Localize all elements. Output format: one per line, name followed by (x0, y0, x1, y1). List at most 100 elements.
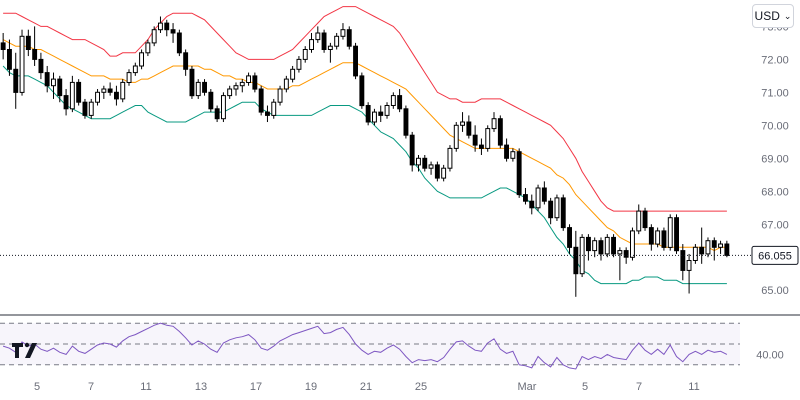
candle (88, 98, 94, 119)
candle (711, 237, 717, 261)
candle (145, 39, 151, 57)
candle (151, 26, 157, 47)
current-price-tag: 66.055 (751, 245, 799, 265)
candle (7, 39, 12, 76)
candle-body (158, 22, 163, 31)
candle (390, 92, 396, 109)
candle-body (711, 240, 717, 248)
candle-body (535, 187, 541, 209)
candle-body (648, 227, 654, 245)
candle-body (277, 88, 283, 103)
price-tick-label: 67.00 (761, 219, 789, 231)
candle-body (132, 65, 138, 74)
candle-body (384, 105, 390, 116)
candle (82, 98, 88, 119)
candle (548, 197, 554, 225)
candle-body (705, 240, 711, 255)
time-tick-label: 25 (415, 381, 427, 393)
candle-body (239, 81, 245, 87)
candle-body (472, 134, 478, 146)
candle-body (573, 246, 579, 275)
candle-body (233, 85, 239, 90)
candle (158, 16, 163, 33)
time-tick-label: 13 (195, 381, 207, 393)
candle-body (623, 250, 629, 258)
candle (699, 227, 705, 264)
candle-body (327, 45, 333, 51)
candle (309, 32, 315, 53)
candle-body (523, 194, 528, 202)
candle (441, 164, 447, 182)
main-price-pane[interactable] (0, 6, 752, 297)
candle (611, 234, 616, 258)
candle (321, 29, 327, 53)
candle-body (296, 58, 302, 70)
candle (642, 207, 648, 231)
candle (239, 79, 245, 93)
candle-body (101, 88, 107, 93)
candle (648, 224, 654, 251)
candle (25, 29, 31, 57)
time-tick-label: 5 (34, 381, 40, 393)
candle (416, 155, 421, 172)
time-axis[interactable]: 5 7 11 13 17 19 21 25 Mar 5 7 11 (34, 381, 700, 393)
candle (277, 85, 283, 106)
candle-body (724, 243, 730, 256)
candle-body (661, 230, 667, 248)
candle-body (309, 39, 315, 50)
candle-body (265, 111, 270, 116)
candle-body (428, 164, 434, 169)
candle-body (630, 230, 635, 258)
candle (32, 26, 38, 66)
candle (497, 115, 503, 149)
candle-body (718, 243, 723, 248)
candle-body (510, 151, 516, 159)
candle-body (359, 75, 365, 107)
candle (114, 85, 119, 106)
candle-body (25, 35, 31, 50)
candle-body (397, 95, 403, 110)
candle-body (114, 91, 119, 100)
candle (290, 65, 296, 83)
rsi-pane[interactable]: 40.00 (0, 322, 784, 370)
candle (265, 105, 270, 123)
candle-body (321, 32, 327, 50)
candle-body (353, 45, 359, 77)
candle-body (44, 72, 50, 87)
candle-body (529, 200, 535, 209)
candle-body (57, 78, 63, 97)
candle-body (227, 88, 233, 97)
candle-body (434, 164, 440, 179)
candle-body (214, 108, 220, 120)
candle (384, 102, 390, 119)
candle-body (208, 91, 214, 110)
time-tick-label: 7 (636, 381, 642, 393)
candle (221, 92, 226, 123)
candle-body (340, 29, 346, 37)
current-price-label: 66.055 (758, 250, 792, 262)
tradingview-logo[interactable] (12, 342, 37, 358)
candle-body (120, 81, 126, 100)
candle-body (145, 42, 151, 54)
candle (485, 125, 491, 152)
candle (132, 62, 138, 76)
candle-body (447, 147, 453, 169)
candle-body (497, 118, 503, 146)
candle (510, 148, 516, 162)
candle-body (283, 78, 289, 90)
candle (139, 49, 145, 70)
candle (428, 161, 434, 175)
candle (246, 72, 252, 86)
candle-body (378, 111, 384, 116)
candle (516, 148, 522, 198)
bollinger-lower-band (2, 65, 727, 285)
candle-body (107, 88, 113, 93)
candle (586, 234, 591, 261)
candle (504, 138, 510, 162)
candle (705, 237, 711, 258)
candle-body (485, 128, 491, 149)
candle (164, 19, 170, 37)
currency-selector[interactable]: USD ⌄ (752, 4, 794, 28)
